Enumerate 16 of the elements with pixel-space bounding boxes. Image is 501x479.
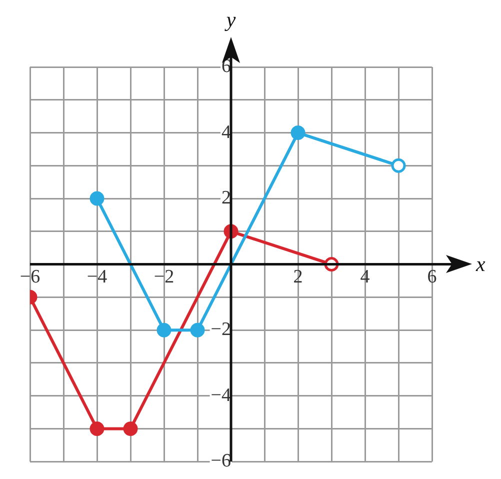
- point: [123, 421, 138, 436]
- x-tick-label: 4: [360, 266, 370, 288]
- x-tick-label: −2: [154, 266, 174, 288]
- point: [90, 421, 104, 436]
- point: [290, 126, 306, 140]
- point: [90, 191, 104, 206]
- x-tick-label: 2: [293, 266, 303, 288]
- point: [391, 158, 406, 173]
- y-tick-label: −6: [210, 450, 231, 472]
- x-tick-label: −6: [20, 266, 40, 288]
- x-tick-label: −4: [86, 266, 108, 288]
- y-axis-title: y: [224, 8, 236, 32]
- x-axis-title: x: [475, 252, 486, 276]
- point: [190, 322, 205, 338]
- point: [156, 322, 172, 338]
- x-tick-label: 6: [427, 266, 437, 288]
